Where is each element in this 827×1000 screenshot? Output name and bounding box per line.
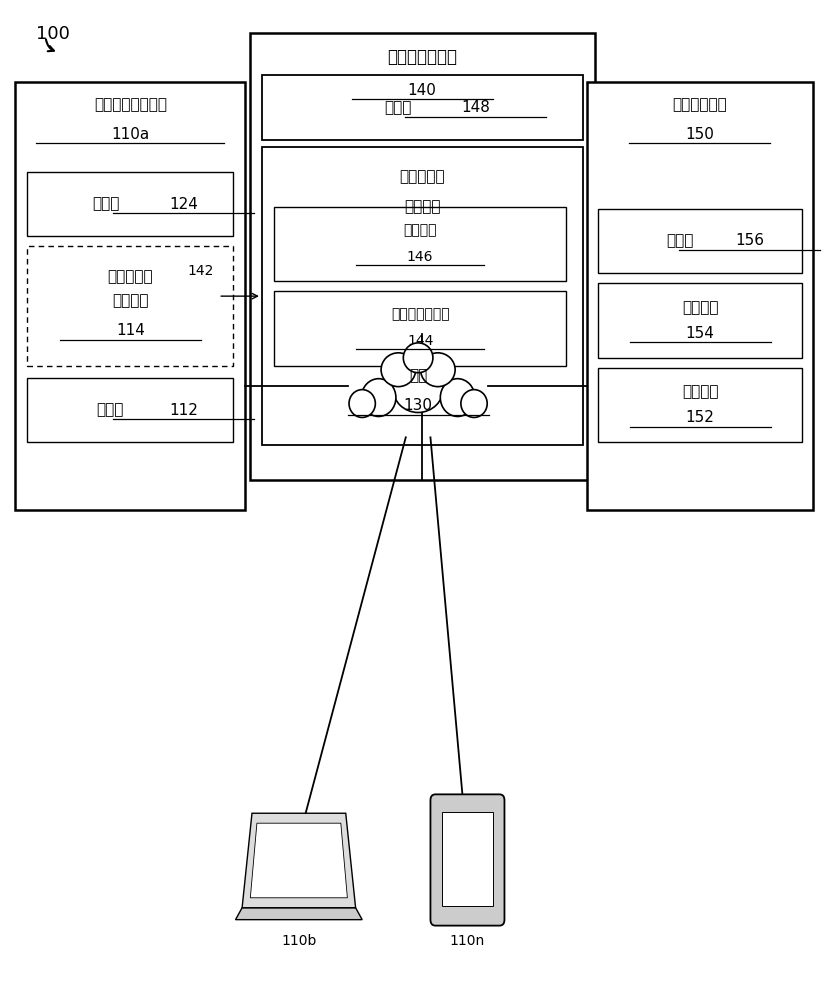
Ellipse shape — [349, 390, 375, 417]
Text: 分析者客户端设备: 分析者客户端设备 — [93, 97, 166, 112]
FancyBboxPatch shape — [430, 794, 504, 926]
Bar — [27, 172, 232, 236]
Text: 150: 150 — [685, 127, 714, 142]
Bar — [274, 207, 566, 281]
Polygon shape — [250, 823, 347, 898]
Text: 144: 144 — [407, 334, 433, 348]
Ellipse shape — [420, 353, 455, 387]
Text: 130: 130 — [403, 398, 432, 413]
Text: 110a: 110a — [111, 127, 149, 142]
Bar — [597, 283, 801, 358]
Bar — [15, 82, 245, 510]
Text: 存储器: 存储器 — [384, 100, 411, 115]
Text: 存储器: 存储器 — [92, 197, 119, 212]
Text: 124: 124 — [169, 197, 198, 212]
Bar — [597, 209, 801, 273]
Text: 142: 142 — [188, 264, 214, 278]
Text: 点击流数据: 点击流数据 — [399, 169, 444, 184]
Bar — [261, 75, 582, 140]
Text: 数据集分析部件: 数据集分析部件 — [390, 308, 449, 322]
Bar — [442, 812, 492, 906]
Ellipse shape — [461, 390, 486, 417]
Ellipse shape — [440, 379, 475, 416]
Text: 存储器: 存储器 — [665, 233, 692, 248]
Text: 156: 156 — [734, 233, 763, 248]
Text: 分析服务: 分析服务 — [404, 199, 440, 214]
Text: 154: 154 — [685, 326, 714, 341]
Text: 分析应用: 分析应用 — [112, 294, 148, 309]
Text: 点击流数据: 点击流数据 — [108, 269, 153, 284]
Text: 114: 114 — [116, 323, 145, 338]
Text: 呈现部件: 呈现部件 — [403, 223, 437, 237]
Ellipse shape — [380, 353, 415, 387]
Text: 资源供应设备: 资源供应设备 — [672, 97, 726, 112]
Text: 110b: 110b — [281, 934, 316, 948]
Ellipse shape — [361, 379, 395, 416]
Text: 登录部件: 登录部件 — [681, 300, 718, 315]
Text: 分析服务器设备: 分析服务器设备 — [387, 48, 457, 66]
Bar — [586, 82, 812, 510]
Ellipse shape — [392, 363, 443, 412]
Text: 148: 148 — [461, 100, 490, 115]
Bar — [249, 33, 595, 480]
Text: 资源应用: 资源应用 — [681, 385, 718, 400]
Text: 100: 100 — [36, 25, 69, 43]
Text: 网络: 网络 — [409, 368, 427, 383]
Ellipse shape — [403, 343, 433, 373]
Bar — [597, 368, 801, 442]
Polygon shape — [241, 813, 355, 908]
Text: 浏览器: 浏览器 — [96, 403, 123, 418]
Text: 140: 140 — [407, 83, 436, 98]
Text: 152: 152 — [685, 410, 714, 425]
Text: 110n: 110n — [449, 934, 485, 948]
Bar — [27, 378, 232, 442]
Text: 112: 112 — [169, 403, 198, 418]
Polygon shape — [235, 908, 361, 920]
Bar — [261, 147, 582, 445]
Text: 146: 146 — [406, 250, 433, 264]
Bar — [274, 291, 566, 366]
Bar — [27, 246, 232, 366]
